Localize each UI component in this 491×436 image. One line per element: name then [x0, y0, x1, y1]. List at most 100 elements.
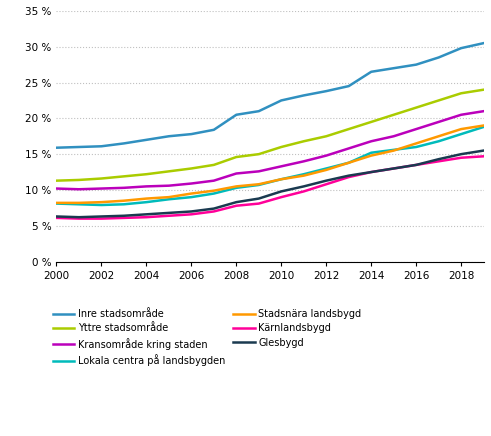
Yttre stadsområde — [54, 178, 59, 183]
Kärnlandsbygd — [99, 216, 105, 221]
Kransområde kring staden — [301, 159, 307, 164]
Kärnlandsbygd — [481, 154, 487, 159]
Glesbygd — [368, 170, 374, 175]
Lokala centra på landsbygden — [458, 132, 464, 137]
Line: Stadsnära landsbygd: Stadsnära landsbygd — [56, 126, 484, 203]
Glesbygd — [413, 162, 419, 167]
Inre stadsområde — [368, 69, 374, 75]
Glesbygd — [278, 189, 284, 194]
Inre stadsområde — [346, 84, 352, 89]
Inre stadsområde — [233, 112, 239, 117]
Yttre stadsområde — [368, 119, 374, 125]
Stadsnära landsbygd — [189, 191, 194, 196]
Yttre stadsområde — [189, 166, 194, 171]
Inre stadsområde — [54, 145, 59, 150]
Kärnlandsbygd — [368, 170, 374, 175]
Lokala centra på landsbygden — [278, 177, 284, 182]
Glesbygd — [166, 210, 172, 215]
Kärnlandsbygd — [54, 215, 59, 221]
Stadsnära landsbygd — [301, 173, 307, 178]
Glesbygd — [99, 214, 105, 219]
Glesbygd — [189, 209, 194, 214]
Stadsnära landsbygd — [166, 194, 172, 200]
Stadsnära landsbygd — [391, 148, 397, 153]
Kransområde kring staden — [54, 186, 59, 191]
Yttre stadsområde — [391, 112, 397, 117]
Kärnlandsbygd — [436, 159, 441, 164]
Inre stadsområde — [99, 144, 105, 149]
Kärnlandsbygd — [121, 215, 127, 221]
Kransområde kring staden — [233, 171, 239, 176]
Glesbygd — [233, 200, 239, 205]
Yttre stadsområde — [346, 126, 352, 132]
Inre stadsområde — [256, 109, 262, 114]
Stadsnära landsbygd — [413, 141, 419, 146]
Kransområde kring staden — [323, 153, 329, 158]
Inre stadsområde — [301, 93, 307, 98]
Stadsnära landsbygd — [368, 153, 374, 158]
Lokala centra på landsbygden — [189, 194, 194, 200]
Yttre stadsområde — [233, 154, 239, 160]
Kärnlandsbygd — [323, 182, 329, 187]
Line: Kransområde kring staden: Kransområde kring staden — [56, 111, 484, 189]
Kärnlandsbygd — [143, 215, 149, 220]
Yttre stadsområde — [121, 174, 127, 179]
Kärnlandsbygd — [278, 194, 284, 200]
Stadsnära landsbygd — [211, 188, 217, 193]
Stadsnära landsbygd — [121, 198, 127, 203]
Glesbygd — [121, 213, 127, 218]
Kärnlandsbygd — [166, 213, 172, 218]
Inre stadsområde — [413, 62, 419, 67]
Line: Lokala centra på landsbygden: Lokala centra på landsbygden — [56, 127, 484, 205]
Lokala centra på landsbygden — [121, 202, 127, 207]
Inre stadsområde — [121, 141, 127, 146]
Line: Glesbygd: Glesbygd — [56, 150, 484, 217]
Kransområde kring staden — [458, 112, 464, 117]
Stadsnära landsbygd — [346, 160, 352, 165]
Kärnlandsbygd — [301, 189, 307, 194]
Yttre stadsområde — [436, 98, 441, 103]
Kärnlandsbygd — [211, 209, 217, 214]
Yttre stadsområde — [301, 139, 307, 144]
Lokala centra på landsbygden — [99, 202, 105, 208]
Lokala centra på landsbygden — [413, 144, 419, 150]
Stadsnära landsbygd — [436, 134, 441, 139]
Line: Kärnlandsbygd: Kärnlandsbygd — [56, 157, 484, 218]
Stadsnära landsbygd — [458, 126, 464, 132]
Glesbygd — [54, 214, 59, 219]
Kärnlandsbygd — [391, 166, 397, 171]
Yttre stadsområde — [256, 152, 262, 157]
Inre stadsområde — [278, 98, 284, 103]
Kransområde kring staden — [143, 184, 149, 189]
Inre stadsområde — [323, 89, 329, 94]
Kransområde kring staden — [76, 187, 82, 192]
Inre stadsområde — [458, 45, 464, 51]
Glesbygd — [391, 166, 397, 171]
Kransområde kring staden — [121, 185, 127, 191]
Stadsnära landsbygd — [54, 200, 59, 205]
Yttre stadsområde — [481, 87, 487, 92]
Glesbygd — [301, 184, 307, 189]
Yttre stadsområde — [76, 177, 82, 183]
Lokala centra på landsbygden — [391, 147, 397, 153]
Kransområde kring staden — [481, 109, 487, 114]
Kransområde kring staden — [346, 146, 352, 151]
Lokala centra på landsbygden — [76, 202, 82, 207]
Stadsnära landsbygd — [233, 184, 239, 189]
Line: Yttre stadsområde: Yttre stadsområde — [56, 90, 484, 181]
Glesbygd — [346, 173, 352, 178]
Yttre stadsområde — [278, 144, 284, 150]
Kärnlandsbygd — [189, 212, 194, 217]
Stadsnära landsbygd — [278, 177, 284, 182]
Glesbygd — [143, 212, 149, 217]
Lokala centra på landsbygden — [346, 160, 352, 165]
Yttre stadsområde — [99, 176, 105, 181]
Kärnlandsbygd — [346, 174, 352, 180]
Lokala centra på landsbygden — [301, 172, 307, 177]
Lokala centra på landsbygden — [166, 197, 172, 202]
Lokala centra på landsbygden — [256, 182, 262, 187]
Glesbygd — [211, 206, 217, 211]
Lokala centra på landsbygden — [368, 150, 374, 155]
Yttre stadsområde — [143, 172, 149, 177]
Lokala centra på landsbygden — [323, 166, 329, 171]
